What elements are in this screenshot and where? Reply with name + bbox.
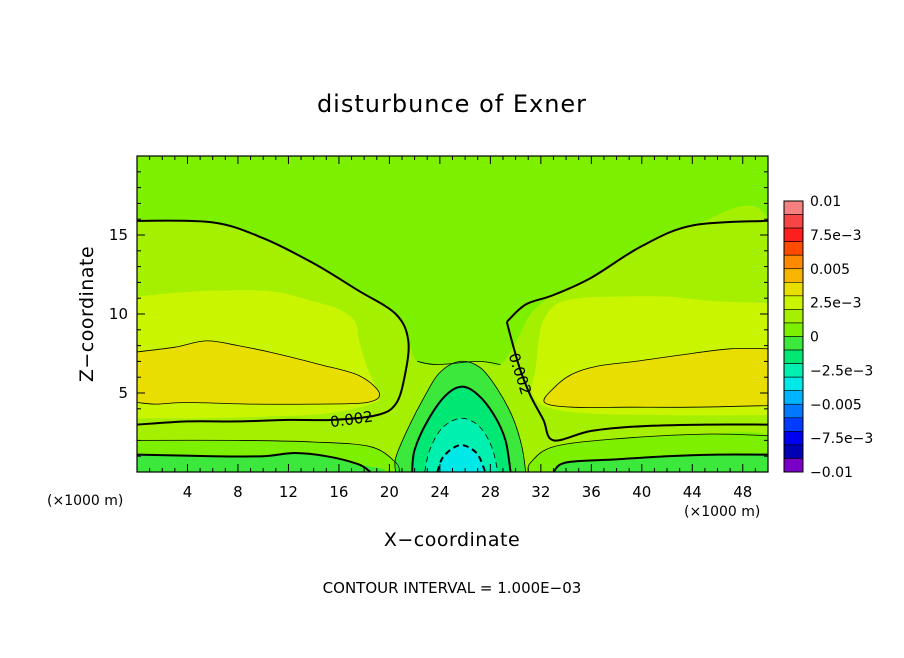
x-tick-label: 24: [430, 483, 449, 501]
colorbar-tick-label: 0.005: [810, 262, 850, 278]
filled-contour-regions: [137, 156, 768, 472]
colorbar-tick-label: −7.5e−3: [810, 431, 873, 447]
contour-line-12: [424, 417, 499, 472]
contour-interval-note: CONTOUR INTERVAL = 1.000E−03: [323, 579, 582, 597]
colorbar-tick-label: −0.01: [810, 465, 853, 481]
x-unit-label-right: (×1000 m): [684, 504, 760, 520]
colorbar-tick-label: −2.5e−3: [810, 363, 873, 379]
colorbar-swatch: [783, 281, 804, 297]
contour-lines: [137, 219, 768, 472]
colorbar-tick-label: 0: [810, 330, 819, 346]
colorbar-swatch: [783, 390, 804, 405]
colorbar-swatch: [783, 376, 804, 391]
x-axis-label: X−coordinate: [384, 529, 520, 551]
contour-line-9: [552, 453, 768, 472]
x-tick-label: 8: [233, 483, 243, 501]
colorbar-swatch: [783, 431, 804, 446]
colorbar-swatch: [783, 227, 804, 242]
contour-line-5: [137, 439, 400, 472]
y-tick-label: 10: [109, 305, 128, 323]
colorbar-swatch: [783, 363, 804, 378]
colorbar-swatch: [783, 403, 804, 419]
y-tick-label: 5: [118, 384, 128, 402]
contour-line-3: [137, 340, 380, 405]
colorbar-swatch: [783, 241, 804, 256]
colorbar-swatch: [783, 349, 804, 364]
contour-line-4: [543, 347, 768, 408]
contour-line-0: [137, 219, 410, 426]
colorbar-tick-label: −0.005: [810, 397, 862, 413]
x-tick-label: 12: [279, 483, 298, 501]
x-tick-label: 16: [329, 483, 348, 501]
x-tick-label: 48: [733, 483, 752, 501]
colorbar-swatch: [783, 458, 804, 473]
x-unit-label-left: (×1000 m): [47, 493, 123, 509]
y-axis-ticks: 5 10 15: [109, 171, 768, 457]
x-tick-label: 32: [531, 483, 550, 501]
chart-title: disturbunce of Exner: [317, 90, 587, 118]
colorbar-swatch: [783, 417, 804, 432]
x-tick-label: 4: [183, 483, 193, 501]
x-tick-label: 44: [683, 483, 702, 501]
colorbar-swatch: [783, 322, 804, 337]
colorbar-swatch: [783, 295, 804, 310]
y-tick-label: 15: [109, 226, 128, 244]
colorbar-swatch: [783, 444, 804, 459]
colorbar-swatch: [783, 214, 804, 229]
x-tick-label: 28: [481, 483, 500, 501]
contour-region-5: [543, 348, 768, 408]
contour-label-0: 0.002: [329, 407, 374, 431]
colorbar: 0.01 7.5e−3 0.005 2.5e−3 0 −2.5e−3 −0.005 −7.5e…: [783, 194, 873, 481]
contour-line-6: [527, 433, 768, 472]
colorbar-tick-label: 7.5e−3: [810, 228, 862, 244]
contour-line-7: [417, 361, 501, 365]
contour-line-1: [505, 321, 768, 442]
contour-region-8: [137, 453, 386, 472]
contour-region-9: [553, 453, 768, 472]
contour-line-11: [394, 360, 527, 472]
x-tick-label: 40: [632, 483, 651, 501]
contour-line-10: [411, 385, 512, 472]
colorbar-swatch: [783, 336, 804, 351]
colorbar-tick-label: 0.01: [810, 194, 841, 210]
contour-region-4: [137, 340, 380, 405]
contour-line-8: [137, 452, 372, 472]
x-axis-ticks: 4 8 12 16 20 24 28 32 36 40 44 48: [149, 156, 756, 501]
colorbar-frame: [783, 200, 804, 473]
colorbar-swatch: [783, 268, 804, 283]
colorbar-tick-label: 2.5e−3: [810, 296, 862, 312]
y-axis-label: Z−coordinate: [76, 246, 98, 382]
colorbar-swatch: [783, 200, 804, 215]
contour-line-13: [436, 444, 487, 472]
contour-line-2: [506, 219, 768, 323]
colorbar-swatch: [783, 309, 804, 324]
x-tick-label: 20: [380, 483, 399, 501]
colorbar-swatch: [783, 254, 804, 270]
x-tick-label: 36: [582, 483, 601, 501]
